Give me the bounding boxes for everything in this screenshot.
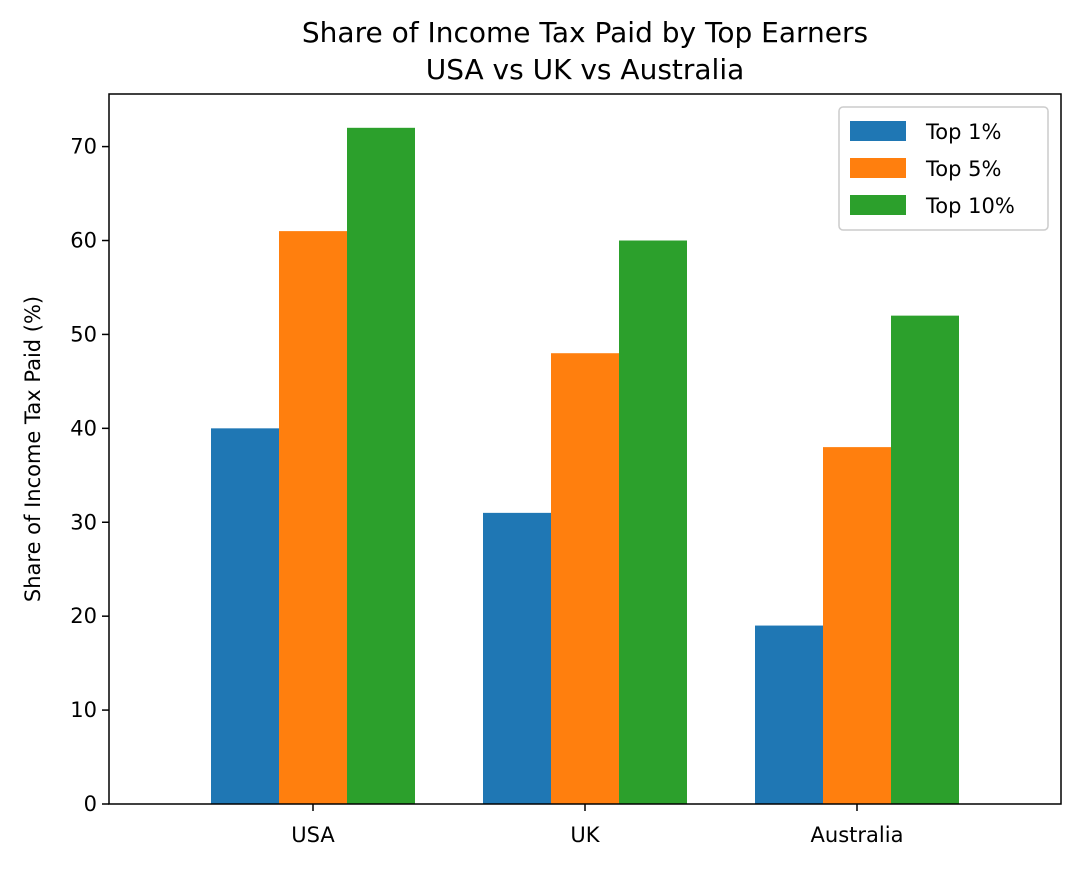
bar [347, 127, 415, 804]
y-tick-label: 40 [70, 416, 97, 440]
y-axis-label: Share of Income Tax Paid (%) [21, 296, 45, 602]
legend-label: Top 10% [925, 194, 1015, 218]
legend-swatch [850, 158, 906, 178]
chart-title: Share of Income Tax Paid by Top Earners [302, 16, 868, 49]
bar [823, 447, 891, 804]
legend-label: Top 5% [925, 157, 1001, 181]
legend-swatch [850, 121, 906, 141]
plot-frame [108, 93, 1062, 805]
y-tick-label: 10 [70, 698, 97, 722]
x-tick-label: USA [291, 823, 335, 847]
y-tick-label: 30 [70, 510, 97, 534]
bar [211, 428, 279, 804]
bar [483, 512, 551, 804]
y-tick-label: 50 [70, 322, 97, 346]
y-axis: 0 10 20 30 40 50 60 70 [70, 135, 109, 816]
y-tick-label: 20 [70, 604, 97, 628]
legend-swatch [850, 195, 906, 215]
x-axis: USA UK Australia [291, 804, 903, 847]
bar [891, 315, 959, 804]
chart-subtitle: USA vs UK vs Australia [426, 53, 745, 86]
x-tick-label: UK [570, 823, 600, 847]
bar [551, 353, 619, 804]
legend-label: Top 1% [925, 120, 1001, 144]
bar [619, 240, 687, 804]
bar [755, 625, 823, 804]
y-tick-label: 70 [70, 135, 97, 159]
bars-group [211, 127, 959, 804]
y-tick-label: 0 [84, 792, 97, 816]
y-tick-label: 60 [70, 229, 97, 253]
x-tick-label: Australia [811, 823, 904, 847]
legend: Top 1% Top 5% Top 10% [838, 106, 1049, 231]
bar [279, 231, 347, 804]
